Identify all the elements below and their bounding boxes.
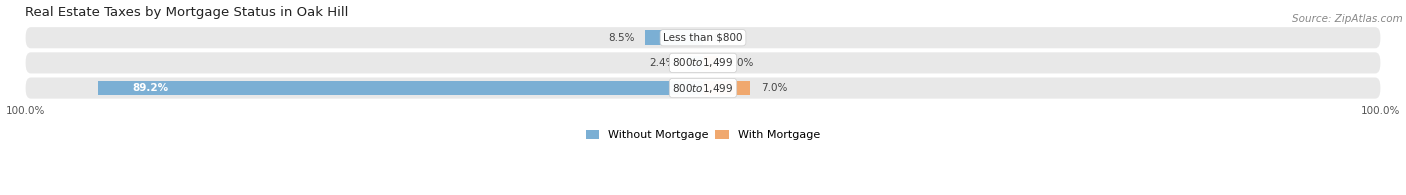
Text: 2.4%: 2.4% xyxy=(650,58,676,68)
Text: 7.0%: 7.0% xyxy=(761,83,787,93)
Text: Source: ZipAtlas.com: Source: ZipAtlas.com xyxy=(1292,14,1403,24)
Bar xyxy=(686,56,703,70)
FancyBboxPatch shape xyxy=(25,52,1381,74)
Text: 2.0%: 2.0% xyxy=(727,58,754,68)
Text: $800 to $1,499: $800 to $1,499 xyxy=(672,82,734,95)
Text: 89.2%: 89.2% xyxy=(132,83,169,93)
Bar xyxy=(645,30,703,45)
Bar xyxy=(98,81,703,95)
Text: Less than $800: Less than $800 xyxy=(664,33,742,43)
Legend: Without Mortgage, With Mortgage: Without Mortgage, With Mortgage xyxy=(582,125,824,145)
FancyBboxPatch shape xyxy=(25,27,1381,48)
Bar xyxy=(703,81,751,95)
Text: $800 to $1,499: $800 to $1,499 xyxy=(672,56,734,69)
Text: 0.0%: 0.0% xyxy=(714,33,740,43)
FancyBboxPatch shape xyxy=(25,77,1381,99)
Text: Real Estate Taxes by Mortgage Status in Oak Hill: Real Estate Taxes by Mortgage Status in … xyxy=(25,5,349,19)
Text: 8.5%: 8.5% xyxy=(607,33,634,43)
Bar xyxy=(703,56,717,70)
